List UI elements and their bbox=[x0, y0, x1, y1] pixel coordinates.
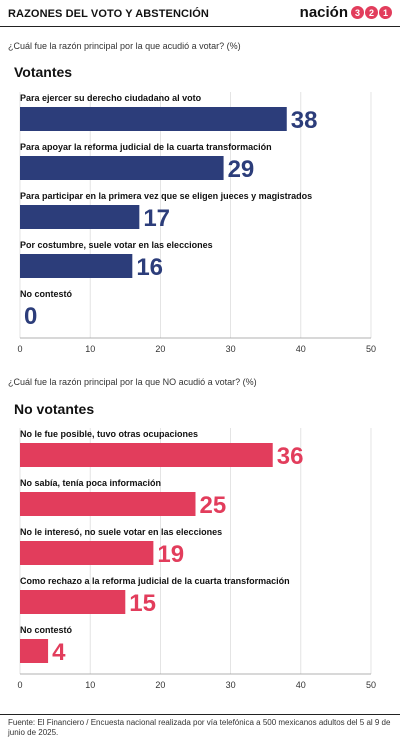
x-tick-label: 10 bbox=[85, 680, 95, 690]
x-tick-label: 30 bbox=[226, 344, 236, 354]
value-label: 29 bbox=[228, 156, 255, 183]
value-label: 0 bbox=[24, 303, 37, 330]
x-tick-label: 40 bbox=[296, 344, 306, 354]
brand-digit: 2 bbox=[365, 6, 378, 19]
brand-word: nación bbox=[299, 4, 348, 21]
bar bbox=[20, 443, 273, 467]
chart-subtitle: ¿Cuál fue la razón principal por la que … bbox=[8, 41, 241, 51]
bar bbox=[20, 590, 126, 614]
chart-subtitle: ¿Cuál fue la razón principal por la que … bbox=[8, 377, 257, 387]
category-label: Para participar en la primera vez que se… bbox=[20, 191, 312, 201]
bar bbox=[20, 107, 287, 131]
x-tick-label: 0 bbox=[17, 680, 22, 690]
category-label: Para apoyar la reforma judicial de la cu… bbox=[20, 142, 272, 152]
page-title: RAZONES DEL VOTO Y ABSTENCIÓN bbox=[8, 8, 209, 20]
header: RAZONES DEL VOTO Y ABSTENCIÓN nación 3 2… bbox=[0, 0, 400, 27]
x-tick-label: 40 bbox=[296, 680, 306, 690]
category-label: No contestó bbox=[20, 625, 73, 635]
value-label: 36 bbox=[277, 443, 304, 470]
value-label: 25 bbox=[200, 492, 227, 519]
chart-title: No votantes bbox=[14, 401, 95, 417]
x-tick-label: 50 bbox=[366, 344, 376, 354]
category-label: No le interesó, no suele votar en las el… bbox=[20, 527, 222, 537]
category-label: Para ejercer su derecho ciudadano al vot… bbox=[20, 93, 202, 103]
x-tick-label: 0 bbox=[17, 344, 22, 354]
footer: Fuente: El Financiero / Encuesta naciona… bbox=[0, 714, 400, 738]
x-tick-label: 30 bbox=[226, 680, 236, 690]
bar bbox=[20, 541, 154, 565]
bar bbox=[20, 492, 196, 516]
category-label: Por costumbre, suele votar en las elecci… bbox=[20, 240, 213, 250]
brand-digit: 3 bbox=[351, 6, 364, 19]
bar-chart-nonvoters: No le fue posible, tuvo otras ocupacione… bbox=[17, 428, 376, 690]
category-label: No contestó bbox=[20, 289, 73, 299]
x-tick-label: 10 bbox=[85, 344, 95, 354]
value-label: 4 bbox=[52, 639, 66, 666]
value-label: 16 bbox=[136, 254, 163, 281]
category-label: No sabía, tenía poca información bbox=[20, 478, 161, 488]
brand-digit: 1 bbox=[379, 6, 392, 19]
category-label: Como rechazo a la reforma judicial de la… bbox=[20, 576, 290, 586]
x-tick-label: 20 bbox=[155, 344, 165, 354]
bar bbox=[20, 205, 140, 229]
value-label: 19 bbox=[157, 541, 184, 568]
x-tick-label: 50 bbox=[366, 680, 376, 690]
bar bbox=[20, 156, 224, 180]
value-label: 15 bbox=[129, 590, 156, 617]
bar bbox=[20, 254, 133, 278]
bar-chart-voters: Para ejercer su derecho ciudadano al vot… bbox=[17, 92, 376, 354]
source-note: Fuente: El Financiero / Encuesta naciona… bbox=[8, 718, 391, 737]
brand-logo: nación 3 2 1 bbox=[300, 4, 392, 21]
chart-title: Votantes bbox=[14, 64, 73, 80]
value-label: 38 bbox=[291, 107, 318, 134]
value-label: 17 bbox=[143, 205, 170, 232]
bar bbox=[20, 639, 49, 663]
category-label: No le fue posible, tuvo otras ocupacione… bbox=[20, 429, 198, 439]
x-tick-label: 20 bbox=[155, 680, 165, 690]
